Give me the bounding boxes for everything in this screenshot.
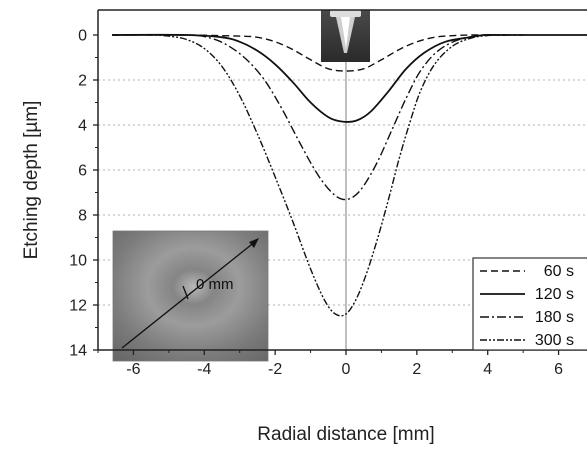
axes: 0 2 4 6 8 10 12 14 -6 -4 -2 0 2 4 6 <box>69 9 587 378</box>
series-group <box>112 33 587 317</box>
x-tick-label: -2 <box>268 361 282 378</box>
series-line-2 <box>112 34 524 201</box>
y-tick-label: 2 <box>78 73 87 90</box>
inset-center-tick <box>182 285 189 300</box>
legend-label: 300 s <box>535 332 574 349</box>
series-line-0 <box>112 34 506 72</box>
x-tick-label: 2 <box>412 361 421 378</box>
inset-arrowhead <box>249 238 259 248</box>
x-tick-label: 0 <box>342 361 351 378</box>
y-tick-label: 10 <box>69 253 87 270</box>
legend-label: 120 s <box>535 286 574 303</box>
inset-photo-label: 0 mm <box>196 276 234 293</box>
legend-label: 60 s <box>544 263 574 280</box>
x-axis-label: Radial distance [mm] <box>257 424 434 445</box>
y-tick-label: 12 <box>69 298 87 315</box>
x-tick-label: -6 <box>126 361 140 378</box>
inset-photo: 0 mm <box>112 230 269 362</box>
x-tick-label: 4 <box>483 361 492 378</box>
inset-torch-photo <box>321 10 370 62</box>
y-tick-label: 6 <box>78 163 87 180</box>
y-tick-label: 4 <box>78 118 87 135</box>
inset-arrow <box>121 240 257 349</box>
series-line-3 <box>112 34 506 317</box>
y-axis-label: Etching depth [µm] <box>21 101 42 260</box>
x-tick-label: -4 <box>197 361 211 378</box>
x-tick-label: 6 <box>554 361 563 378</box>
legend-label: 180 s <box>535 309 574 326</box>
legend: 60 s 120 s 180 s 300 s <box>472 257 587 351</box>
y-tick-label: 14 <box>69 343 87 360</box>
y-tick-label: 8 <box>78 208 87 225</box>
y-tick-label: 0 <box>78 28 87 45</box>
legend-box <box>472 257 587 351</box>
